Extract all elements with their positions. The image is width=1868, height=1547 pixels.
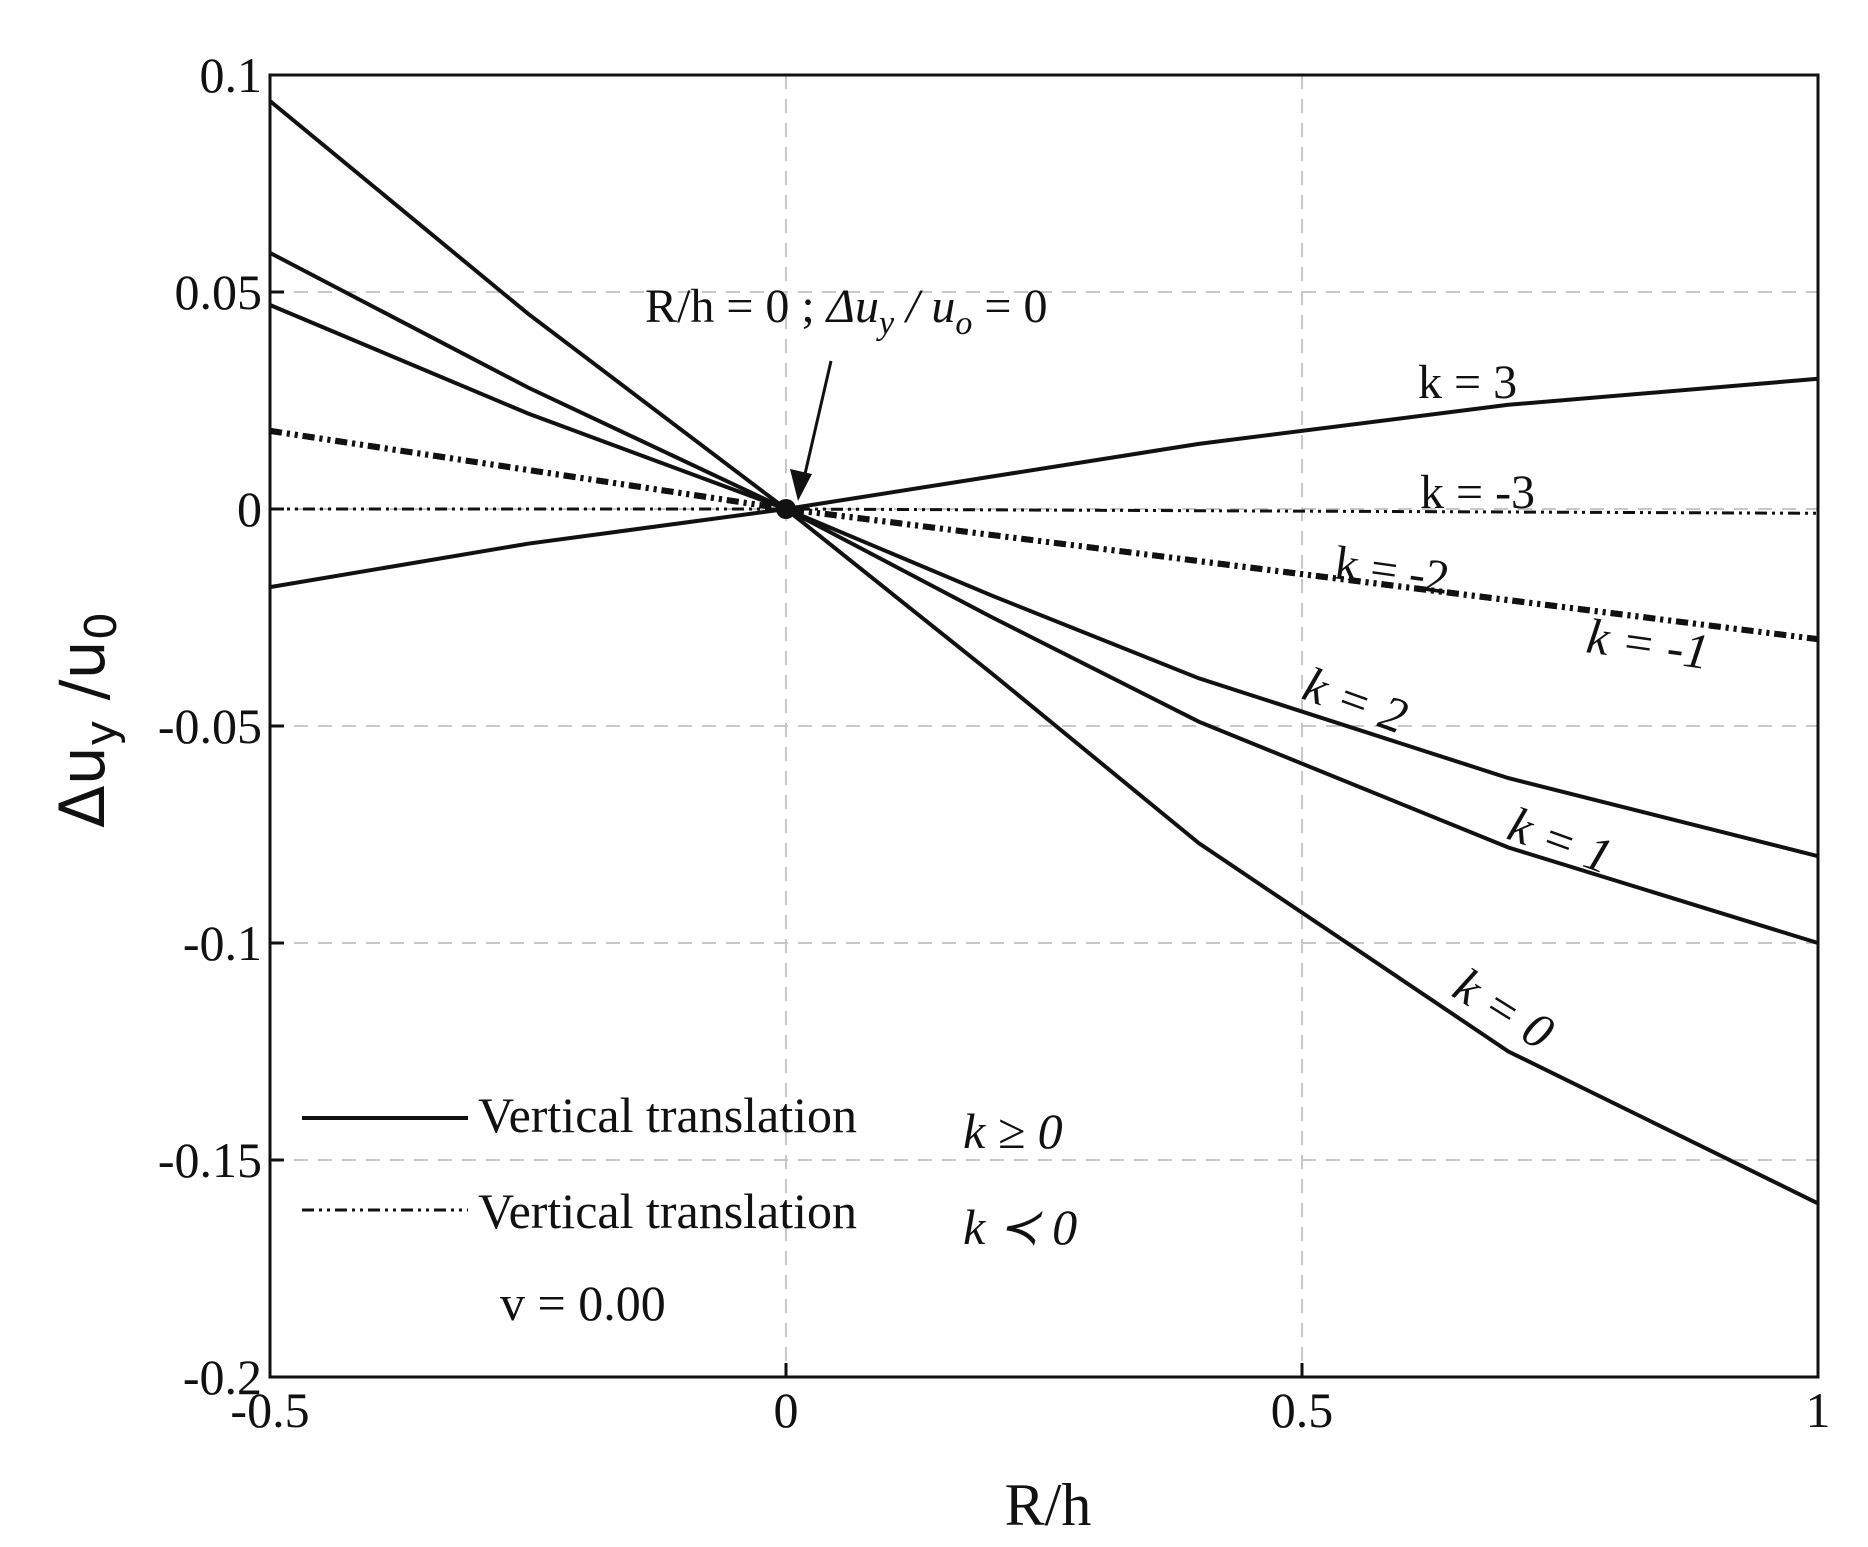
series-line-k-3	[270, 507, 1819, 515]
legend-note: v = 0.00	[500, 1275, 666, 1331]
y-axis-title-sub1: y	[76, 720, 127, 746]
y-tick-label: -0.05	[158, 698, 262, 754]
label-k3: k = 3	[1418, 356, 1517, 409]
y-axis-title-mid: /u	[46, 640, 119, 720]
legend-entry1-math: k ≥ 0	[963, 1103, 1063, 1159]
legend-entry2-math: k ≺ 0	[963, 1199, 1077, 1255]
y-axis-title-main: Δu	[46, 746, 119, 828]
grid-layer	[269, 74, 1819, 1378]
origin-arrow	[800, 360, 833, 488]
label-km2: k = -2	[1331, 536, 1452, 604]
series-line-k0	[268, 99, 1819, 1206]
y-tick-label: 0.1	[200, 47, 263, 103]
y-axis-title: Δuy /u0	[46, 612, 127, 828]
legend: Vertical translation k ≥ 0 Vertical tran…	[302, 1087, 1077, 1331]
label-km3: k = -3	[1420, 466, 1535, 519]
origin-annotation-sub: y	[876, 305, 895, 342]
origin-annotation-right: Δu	[825, 280, 879, 333]
label-k0: k = 0	[1444, 957, 1564, 1061]
series-line-k2	[269, 303, 1819, 859]
label-k1: k = 1	[1501, 796, 1620, 885]
origin-annotation: R/h = 0 ; Δuy / uo = 0	[645, 280, 1047, 342]
origin-arrowhead	[790, 469, 812, 501]
origin-annotation-sub2: o	[955, 305, 972, 342]
origin-annotation-sep: ;	[789, 280, 826, 333]
legend-entry2-text: Vertical translation	[478, 1183, 857, 1239]
origin-annotation-left: R/h = 0	[645, 280, 789, 333]
x-tick-label: 0.5	[1271, 1382, 1334, 1438]
y-tick-label: 0.05	[175, 264, 263, 320]
origin-marker	[776, 499, 796, 519]
x-tick-label: 1	[1806, 1382, 1831, 1438]
origin-annotation-mid: / u	[894, 280, 955, 333]
series-line-k3	[269, 376, 1819, 590]
x-tick-label: 0	[774, 1382, 799, 1438]
origin-annotation-end: = 0	[972, 280, 1047, 333]
y-tick-label: 0	[237, 481, 262, 537]
y-tick-label: -0.15	[158, 1132, 262, 1188]
label-k2: k = 2	[1296, 656, 1415, 745]
legend-entry1-text: Vertical translation	[478, 1087, 857, 1143]
ticks-layer: -0.5 0 0.5 1 0.1 0.05 0 -0.05 -0.1 -0.15 -0.2	[158, 47, 1831, 1438]
y-axis-title-sub2: 0	[76, 612, 127, 640]
label-km1: k = -1	[1583, 607, 1712, 680]
series-line-k-2	[269, 427, 1819, 643]
y-tick-label: -0.2	[183, 1349, 262, 1405]
x-tick-label: -0.5	[230, 1382, 309, 1438]
x-axis-title: R/h	[1005, 1472, 1092, 1538]
series-line-k1	[269, 251, 1819, 945]
y-tick-label: -0.1	[183, 915, 262, 971]
